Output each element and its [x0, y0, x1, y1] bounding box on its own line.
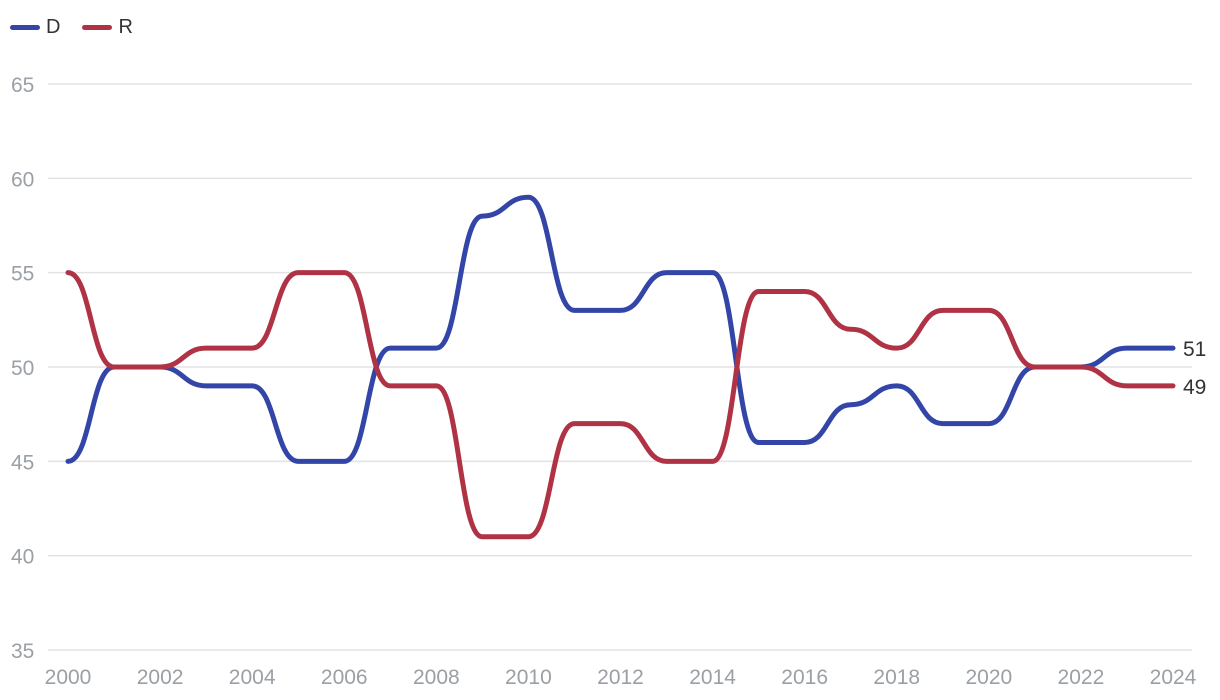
data-point-d-2012[interactable] — [618, 307, 624, 313]
data-point-d-2013[interactable] — [664, 270, 670, 276]
data-point-r-2010[interactable] — [525, 534, 531, 540]
x-tick-label: 2012 — [597, 666, 644, 689]
data-point-d-2005[interactable] — [295, 458, 301, 464]
x-tick-label: 2000 — [45, 666, 92, 689]
x-tick-label: 2010 — [505, 666, 552, 689]
data-point-d-2006[interactable] — [341, 458, 347, 464]
data-point-r-2008[interactable] — [433, 383, 439, 389]
x-tick-label: 2014 — [689, 666, 736, 689]
data-point-r-2007[interactable] — [387, 383, 393, 389]
y-tick-label: 65 — [11, 74, 34, 97]
y-tick-label: 50 — [11, 357, 34, 380]
data-point-r-2006[interactable] — [341, 270, 347, 276]
data-point-d-2023[interactable] — [1124, 345, 1130, 351]
grid-layer — [48, 83, 1192, 651]
data-point-r-2022[interactable] — [1078, 364, 1084, 370]
data-point-d-2024[interactable] — [1170, 345, 1176, 351]
data-point-r-2016[interactable] — [802, 289, 808, 295]
data-point-r-2013[interactable] — [664, 458, 670, 464]
data-point-r-2003[interactable] — [203, 345, 209, 351]
legend-swatch-d — [10, 25, 40, 30]
data-point-d-2000[interactable] — [65, 458, 71, 464]
axis-layer: 35 40 45 50 55 60 65 2000 2002 2004 2006 2008 2010 20… — [11, 74, 1197, 689]
x-tick-label: 2024 — [1150, 666, 1197, 689]
data-point-r-2019[interactable] — [940, 307, 946, 313]
data-point-d-2014[interactable] — [710, 270, 716, 276]
y-tick-label: 45 — [11, 451, 34, 474]
end-label-layer: 51 49 — [1183, 338, 1206, 399]
legend-item-d[interactable]: D — [10, 16, 60, 39]
data-point-d-2008[interactable] — [433, 345, 439, 351]
end-label-r: 49 — [1183, 376, 1206, 399]
x-tick-label: 2002 — [137, 666, 184, 689]
data-point-r-2024[interactable] — [1170, 383, 1176, 389]
data-point-d-2011[interactable] — [571, 307, 577, 313]
data-point-r-2020[interactable] — [986, 307, 992, 313]
x-tick-label: 2018 — [873, 666, 920, 689]
data-point-r-2017[interactable] — [848, 326, 854, 332]
x-tick-label: 2020 — [965, 666, 1012, 689]
series-line-r[interactable] — [65, 270, 1176, 540]
data-point-r-2018[interactable] — [894, 345, 900, 351]
x-tick-label: 2008 — [413, 666, 460, 689]
data-point-d-2016[interactable] — [802, 439, 808, 445]
y-tick-label: 60 — [11, 168, 34, 191]
data-point-r-2009[interactable] — [479, 534, 485, 540]
legend-item-r[interactable]: R — [82, 16, 133, 39]
data-point-d-2015[interactable] — [756, 439, 762, 445]
data-point-r-2002[interactable] — [157, 364, 163, 370]
series-layer — [65, 194, 1176, 540]
data-point-d-2017[interactable] — [848, 402, 854, 408]
y-tick-label: 40 — [11, 546, 34, 569]
data-point-r-2001[interactable] — [111, 364, 117, 370]
legend-swatch-r — [82, 25, 113, 30]
data-point-r-2005[interactable] — [295, 270, 301, 276]
x-tick-label: 2006 — [321, 666, 368, 689]
y-tick-label: 35 — [11, 640, 34, 663]
data-point-r-2004[interactable] — [249, 345, 255, 351]
data-point-d-2003[interactable] — [203, 383, 209, 389]
series-line-d[interactable] — [65, 194, 1176, 464]
x-tick-label: 2016 — [781, 666, 828, 689]
data-point-d-2009[interactable] — [479, 213, 485, 219]
data-point-d-2007[interactable] — [387, 345, 393, 351]
end-label-d: 51 — [1183, 338, 1206, 361]
x-tick-label: 2004 — [229, 666, 276, 689]
data-point-r-2015[interactable] — [756, 289, 762, 295]
legend: D R — [10, 16, 133, 39]
data-point-r-2011[interactable] — [571, 421, 577, 427]
legend-label-d: D — [46, 16, 61, 38]
data-point-d-2010[interactable] — [525, 194, 531, 200]
data-point-r-2014[interactable] — [710, 458, 716, 464]
data-point-r-2000[interactable] — [65, 270, 71, 276]
data-point-r-2012[interactable] — [618, 421, 624, 427]
data-point-r-2021[interactable] — [1032, 364, 1038, 370]
data-point-d-2020[interactable] — [986, 421, 992, 427]
y-tick-label: 55 — [11, 263, 34, 286]
data-point-r-2023[interactable] — [1124, 383, 1130, 389]
data-point-d-2019[interactable] — [940, 421, 946, 427]
data-point-d-2018[interactable] — [894, 383, 900, 389]
data-point-d-2004[interactable] — [249, 383, 255, 389]
legend-label-r: R — [118, 16, 133, 38]
x-tick-label: 2022 — [1058, 666, 1105, 689]
